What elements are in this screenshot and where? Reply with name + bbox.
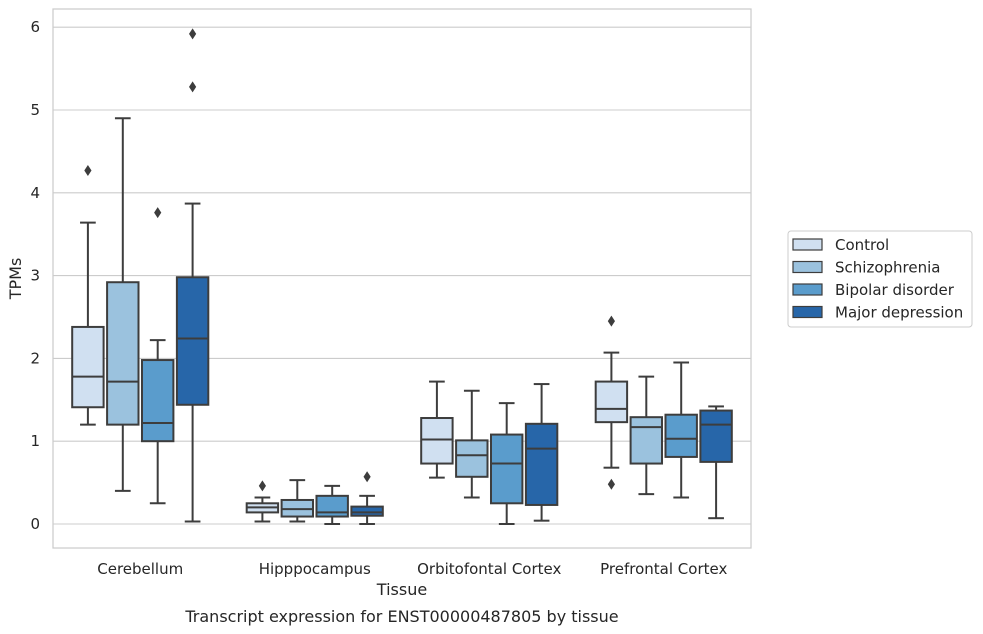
x-tick-label: Cerebellum: [97, 560, 183, 578]
y-tick-label: 5: [30, 101, 40, 119]
x-tick-label: Orbitofontal Cortex: [417, 560, 561, 578]
legend-label: Bipolar disorder: [835, 281, 955, 299]
box-control: [420, 380, 454, 479]
box-schizophrenia: [280, 479, 315, 523]
outlier-point: [84, 164, 92, 176]
box-control: [71, 164, 105, 426]
y-tick-label: 1: [30, 432, 40, 450]
box-major-depression: [350, 471, 384, 525]
box-control: [245, 480, 280, 523]
box-iqr: [175, 276, 210, 406]
box-iqr: [420, 417, 454, 465]
y-tick-label: 0: [30, 515, 40, 533]
box-iqr: [315, 494, 349, 518]
y-tick-label: 3: [30, 267, 40, 285]
box-schizophrenia: [106, 117, 140, 492]
legend-swatch: [792, 260, 823, 274]
legend-swatch: [792, 305, 823, 319]
outlier-point: [189, 28, 197, 40]
box-bipolar-disorder: [489, 402, 524, 525]
box-bipolar-disorder: [315, 484, 349, 525]
outlier-point: [189, 81, 197, 93]
box-iqr: [71, 325, 105, 409]
box-major-depression: [175, 28, 210, 523]
box-major-depression: [699, 405, 733, 520]
legend-label: Schizophrenia: [835, 259, 940, 277]
outlier-point: [607, 478, 615, 490]
y-ticks: 0 1 2 3 4 5 6: [30, 18, 40, 533]
box-iqr: [629, 416, 664, 465]
outlier-point: [607, 315, 615, 327]
box-iqr: [489, 433, 524, 505]
chart-caption: Transcript expression for ENST0000048780…: [184, 607, 618, 626]
box-schizophrenia: [629, 375, 664, 496]
x-tick-label: Prefrontal Cortex: [600, 560, 727, 578]
box-bipolar-disorder: [140, 207, 175, 505]
y-axis-label: TPMs: [6, 258, 25, 301]
box-iqr: [699, 409, 733, 463]
box-iqr: [106, 281, 140, 426]
legend: Control Schizophrenia Bipolar disorder Majo…: [787, 230, 973, 328]
y-tick-label: 2: [30, 349, 40, 367]
outlier-point: [154, 207, 162, 219]
x-tick-label: Hipppocampus: [259, 560, 371, 578]
outlier-point: [363, 471, 371, 483]
box-control: [594, 315, 629, 490]
box-bipolar-disorder: [664, 361, 698, 499]
box-iqr: [455, 439, 489, 478]
box-iqr: [524, 422, 559, 506]
box-iqr: [140, 359, 175, 443]
legend-frame: [787, 230, 973, 328]
box-iqr: [664, 413, 698, 458]
plot-frame: [52, 8, 752, 549]
box-iqr: [594, 380, 629, 424]
boxes: [71, 28, 733, 525]
box-schizophrenia: [455, 389, 489, 499]
outlier-point: [258, 480, 266, 492]
y-tick-label: 4: [30, 184, 40, 202]
legend-swatch: [792, 283, 823, 296]
x-ticks: Cerebellum Hipppocampus Orbitofontal Corte…: [97, 560, 727, 578]
x-axis-label: Tissue: [376, 580, 427, 599]
legend-label: Major depression: [835, 304, 963, 322]
legend-label: Control: [835, 236, 889, 254]
legend-swatch: [792, 238, 823, 251]
box-iqr: [350, 505, 384, 517]
box-major-depression: [524, 383, 559, 522]
y-tick-label: 6: [30, 18, 40, 36]
